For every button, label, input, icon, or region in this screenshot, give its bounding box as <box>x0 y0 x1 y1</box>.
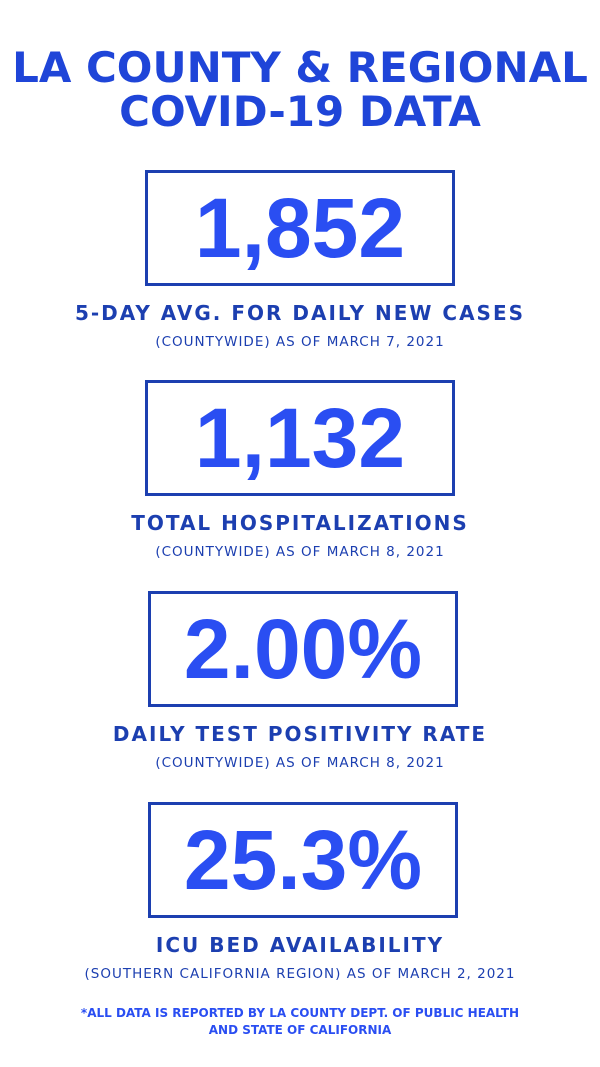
footer-line: *ALL DATA IS REPORTED BY LA COUNTY DEPT.… <box>80 1006 520 1020</box>
title-line: LA COUNTY & REGIONAL <box>12 43 588 92</box>
stat-value: 1,852 <box>194 180 406 275</box>
stat-note: (COUNTYWIDE) AS OF MARCH 7, 2021 <box>155 334 445 350</box>
stat-label: TOTAL HOSPITALIZATIONS <box>131 511 469 535</box>
stat-box: 25.3% <box>148 802 458 918</box>
title-line: COVID-19 DATA <box>119 87 481 136</box>
stat-box: 1,132 <box>145 380 455 496</box>
stat-note: (SOUTHERN CALIFORNIA REGION) AS OF MARCH… <box>84 966 516 982</box>
stat-note: (COUNTYWIDE) AS OF MARCH 8, 2021 <box>155 544 445 560</box>
stat-note: (COUNTYWIDE) AS OF MARCH 8, 2021 <box>155 755 445 771</box>
stat-value: 2.00% <box>183 601 423 696</box>
stat-label: 5-DAY AVG. FOR DAILY NEW CASES <box>74 301 526 325</box>
stat-box: 1,852 <box>145 170 455 286</box>
stat-label: DAILY TEST POSITIVITY RATE <box>112 722 488 746</box>
stat-label: ICU BED AVAILABILITY <box>155 933 445 957</box>
stat-value: 1,132 <box>194 390 406 485</box>
footer-line: AND STATE OF CALIFORNIA <box>208 1023 392 1037</box>
stat-value: 25.3% <box>183 812 423 907</box>
stat-box: 2.00% <box>148 591 458 707</box>
